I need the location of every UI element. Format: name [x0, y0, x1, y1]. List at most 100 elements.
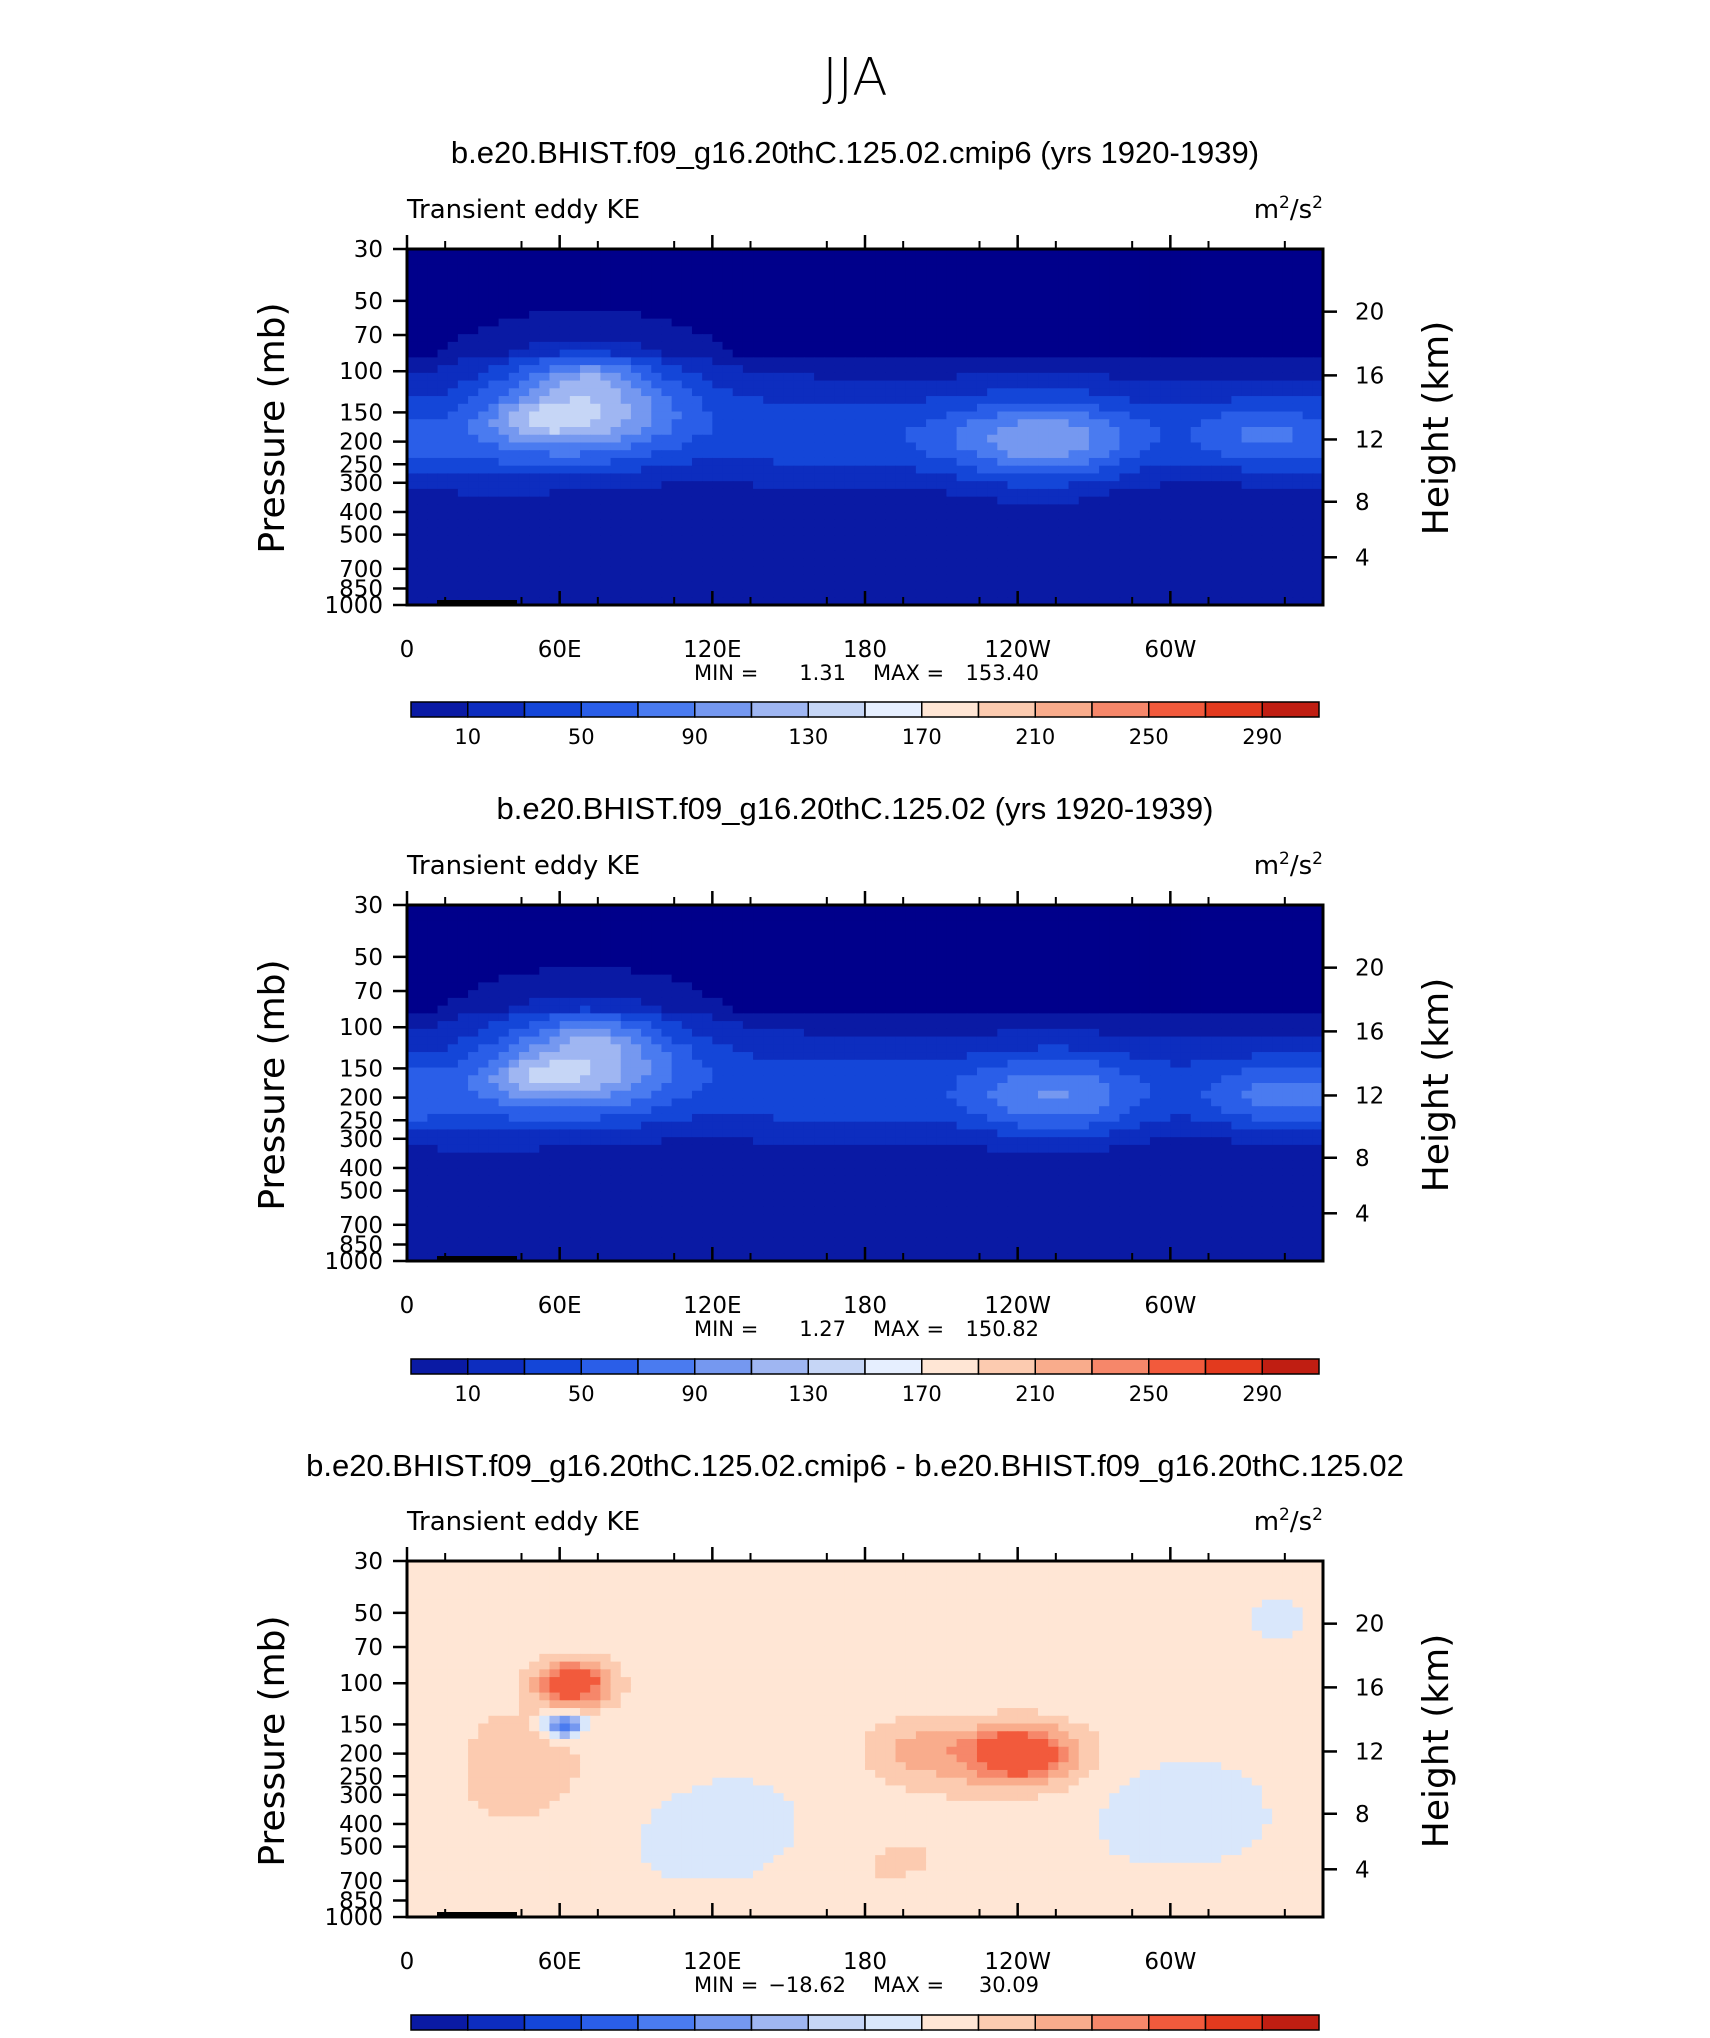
field-cell [427, 256, 439, 266]
field-cell [946, 303, 958, 312]
field-cell [529, 419, 540, 428]
field-cell [1302, 566, 1314, 575]
field-cell [1109, 303, 1121, 312]
field-cell [620, 341, 632, 351]
field-cell [1251, 912, 1263, 922]
field-cell [1221, 287, 1232, 297]
field-cell [1139, 912, 1151, 922]
field-cell [915, 473, 927, 482]
field-cell [814, 959, 825, 968]
field-cell [1221, 365, 1232, 374]
field-cell [457, 912, 469, 922]
field-cell [508, 396, 520, 405]
field-cell [976, 543, 988, 552]
field-cell [1221, 388, 1232, 397]
y-tick-label: 150 [339, 400, 383, 426]
field-cell [763, 442, 774, 451]
field-cell [956, 380, 968, 389]
field-cell [1272, 574, 1283, 583]
field-cell [539, 287, 551, 297]
field-cell [661, 318, 673, 327]
field-cell [1007, 519, 1019, 529]
field-cell [1211, 535, 1222, 544]
field-cell [936, 419, 948, 428]
field-cell [1160, 434, 1171, 444]
field-cell [590, 481, 601, 490]
field-cell [508, 442, 520, 451]
field-cell [834, 928, 846, 937]
field-cell [1211, 465, 1222, 475]
field-cell [1211, 512, 1222, 521]
field-cell [702, 465, 713, 475]
field-cell [427, 935, 439, 945]
field-cell [824, 465, 836, 475]
field-cell [936, 543, 948, 552]
field-cell [865, 442, 876, 451]
field-cell [488, 566, 500, 575]
field-cell [814, 473, 825, 482]
field-cell [1129, 372, 1141, 382]
field-cell [1109, 504, 1121, 513]
field-cell [691, 512, 703, 521]
field-cell [661, 334, 673, 343]
field-cell [569, 341, 581, 351]
field-cell [610, 334, 622, 343]
field-cell [773, 411, 785, 420]
field-cell [712, 272, 724, 281]
field-cell [407, 966, 418, 976]
field-cell [681, 380, 693, 389]
field-cell [875, 349, 886, 358]
field-cell [1007, 951, 1019, 960]
field-cell [865, 427, 876, 436]
field-cell [926, 341, 937, 351]
field-cell [1200, 372, 1212, 382]
field-cell [468, 341, 479, 351]
field-cell [1139, 951, 1151, 960]
field-cell [681, 396, 693, 405]
field-cell [1231, 427, 1243, 436]
field-cell [1261, 935, 1273, 945]
field-cell [580, 558, 591, 567]
field-cell [671, 550, 683, 560]
field-cell [518, 279, 530, 289]
field-cell [946, 318, 958, 327]
field-cell [1149, 357, 1161, 366]
field-cell [1099, 450, 1110, 459]
field-cell [620, 566, 632, 575]
field-cell [885, 535, 897, 544]
field-cell [468, 574, 479, 583]
field-cell [1149, 543, 1161, 552]
field-cell [488, 450, 500, 459]
field-cell [1160, 527, 1171, 536]
field-cell [966, 943, 978, 953]
field-cell [1017, 349, 1029, 358]
field-cell [915, 558, 927, 567]
field-cell [1180, 959, 1192, 968]
field-cell [1312, 481, 1324, 490]
field-cell [885, 481, 897, 490]
field-cell [1007, 535, 1019, 544]
colorbar-box [864, 701, 923, 718]
field-cell [580, 519, 591, 529]
field-cell [844, 388, 856, 397]
field-cell [834, 442, 846, 451]
field-cell [946, 504, 958, 513]
field-cell [1139, 597, 1151, 606]
field-cell [1088, 496, 1100, 505]
field-cell [885, 912, 897, 922]
field-cell [966, 543, 978, 552]
field-cell [814, 450, 825, 459]
field-cell [1099, 488, 1110, 498]
field-cell [508, 287, 520, 297]
field-cell [630, 326, 642, 335]
field-cell [742, 365, 754, 374]
x-tick-label: 120W [984, 637, 1051, 663]
field-cell [987, 411, 998, 420]
field-cell [1180, 581, 1192, 591]
field-cell [814, 550, 825, 560]
field-cell [865, 527, 876, 536]
field-cell [814, 496, 825, 505]
field-cell [712, 905, 724, 914]
field-cell [671, 512, 683, 521]
field-cell [1261, 465, 1273, 475]
